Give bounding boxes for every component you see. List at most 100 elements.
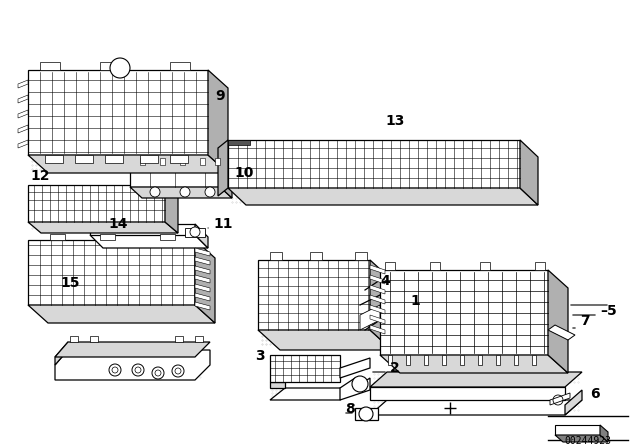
Polygon shape [370, 305, 385, 314]
Circle shape [180, 187, 190, 197]
Polygon shape [100, 62, 120, 70]
Polygon shape [370, 275, 385, 284]
Polygon shape [70, 336, 78, 342]
Polygon shape [442, 355, 446, 365]
Polygon shape [600, 425, 608, 442]
Polygon shape [170, 155, 188, 163]
Polygon shape [90, 235, 208, 248]
Polygon shape [55, 350, 210, 380]
Polygon shape [130, 165, 220, 187]
Polygon shape [28, 155, 228, 173]
Polygon shape [496, 355, 500, 365]
Polygon shape [514, 355, 518, 365]
Text: 7: 7 [580, 314, 589, 328]
Text: 9: 9 [215, 89, 225, 103]
Polygon shape [370, 315, 385, 324]
Polygon shape [370, 265, 385, 274]
Polygon shape [195, 302, 210, 310]
Circle shape [352, 376, 368, 392]
Polygon shape [555, 435, 608, 442]
Polygon shape [370, 325, 385, 334]
Polygon shape [355, 408, 378, 420]
Polygon shape [406, 355, 410, 365]
Polygon shape [55, 342, 210, 357]
Polygon shape [195, 240, 215, 323]
Polygon shape [480, 262, 490, 270]
Polygon shape [565, 390, 582, 415]
Polygon shape [55, 342, 68, 365]
Polygon shape [478, 355, 482, 365]
Polygon shape [270, 355, 340, 382]
Polygon shape [195, 248, 210, 256]
Polygon shape [424, 355, 428, 365]
Polygon shape [380, 355, 568, 373]
Polygon shape [258, 260, 370, 330]
Text: 13: 13 [385, 114, 404, 128]
Polygon shape [370, 387, 565, 400]
Polygon shape [310, 252, 322, 260]
Polygon shape [520, 140, 538, 205]
Polygon shape [195, 284, 210, 292]
Polygon shape [18, 140, 28, 148]
Polygon shape [195, 275, 210, 283]
Text: 2: 2 [390, 361, 400, 375]
Polygon shape [195, 293, 210, 301]
Text: 4: 4 [380, 274, 390, 288]
Polygon shape [130, 187, 232, 198]
Polygon shape [388, 355, 392, 365]
Text: 3: 3 [255, 349, 264, 363]
Polygon shape [380, 270, 548, 355]
Polygon shape [45, 155, 63, 163]
Polygon shape [270, 382, 285, 388]
Polygon shape [535, 262, 545, 270]
Polygon shape [548, 270, 568, 373]
Polygon shape [140, 158, 145, 165]
Text: 8: 8 [345, 402, 355, 416]
Polygon shape [555, 425, 600, 435]
Polygon shape [385, 262, 395, 270]
Polygon shape [195, 266, 210, 274]
Polygon shape [195, 336, 203, 342]
Polygon shape [75, 155, 93, 163]
Polygon shape [165, 185, 178, 233]
Polygon shape [195, 257, 210, 265]
Polygon shape [340, 378, 370, 400]
Polygon shape [215, 158, 220, 165]
Circle shape [150, 187, 160, 197]
Polygon shape [180, 158, 185, 165]
Polygon shape [160, 234, 175, 240]
Polygon shape [532, 355, 536, 365]
Circle shape [359, 407, 373, 421]
Polygon shape [170, 62, 190, 70]
Polygon shape [28, 70, 208, 155]
Text: 10: 10 [234, 166, 253, 180]
Circle shape [110, 58, 130, 78]
Polygon shape [228, 140, 250, 145]
Polygon shape [430, 262, 440, 270]
Polygon shape [355, 252, 367, 260]
Polygon shape [185, 228, 205, 237]
Polygon shape [270, 388, 355, 400]
Polygon shape [18, 80, 28, 88]
Polygon shape [18, 125, 28, 133]
Text: 15: 15 [60, 276, 79, 290]
Text: 1: 1 [410, 294, 420, 308]
Polygon shape [340, 358, 370, 378]
Polygon shape [90, 224, 195, 235]
Polygon shape [28, 305, 215, 323]
Polygon shape [160, 158, 165, 165]
Polygon shape [18, 95, 28, 103]
Polygon shape [175, 336, 183, 342]
Text: 00244923: 00244923 [564, 436, 611, 446]
Polygon shape [105, 155, 123, 163]
Polygon shape [218, 140, 228, 196]
Polygon shape [195, 224, 208, 248]
Polygon shape [550, 393, 570, 405]
Polygon shape [28, 185, 165, 222]
Circle shape [190, 227, 200, 237]
Polygon shape [370, 372, 582, 387]
Text: 11: 11 [213, 217, 232, 231]
Polygon shape [370, 400, 582, 415]
Polygon shape [548, 325, 575, 340]
Polygon shape [370, 285, 385, 294]
